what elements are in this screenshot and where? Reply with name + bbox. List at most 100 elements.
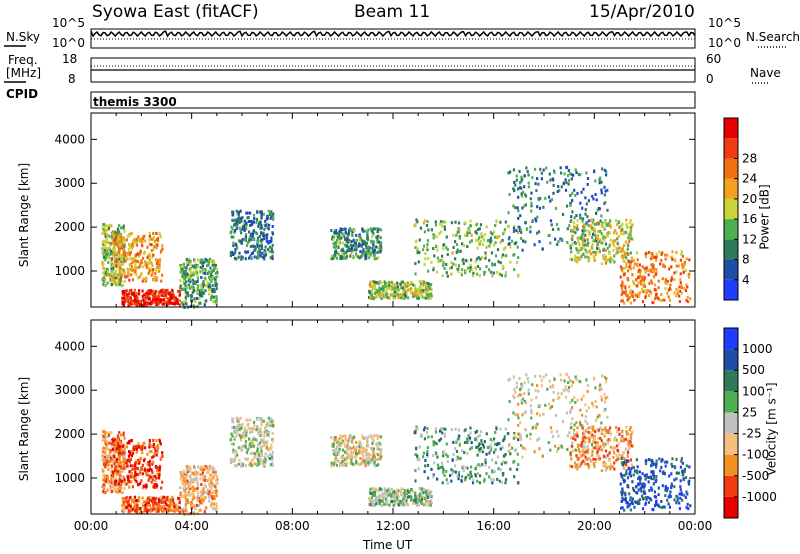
power-cell [154, 242, 157, 246]
power-cell [664, 287, 667, 291]
velocity-cell [373, 498, 376, 502]
power-cell [383, 295, 386, 299]
power-cell [205, 299, 208, 303]
power-cell [360, 244, 363, 248]
velocity-cell [262, 441, 265, 444]
power-cell [512, 168, 515, 172]
power-cell [653, 288, 656, 292]
velocity-cell [422, 455, 425, 459]
power-cell [115, 259, 118, 263]
power-cell [105, 273, 108, 277]
velocity-cell [111, 458, 114, 462]
power-cell [161, 244, 164, 248]
power-cell [596, 237, 600, 241]
velocity-cell [199, 473, 203, 476]
power-cell [332, 255, 335, 259]
power-cell [330, 254, 333, 258]
power-cell [645, 251, 648, 255]
power-cell [408, 288, 411, 292]
power-cell [109, 252, 112, 256]
power-cell [131, 260, 134, 264]
power-cell [647, 269, 650, 272]
power-cell [239, 240, 242, 244]
power-cell [457, 221, 461, 225]
velocity-cell [126, 464, 129, 468]
power-cell [108, 234, 111, 238]
power-cell [651, 253, 654, 257]
power-cell [478, 227, 481, 231]
velocity-cell [271, 432, 274, 435]
power-cell [203, 269, 206, 273]
power-cell [439, 220, 443, 224]
power-cell [660, 252, 663, 256]
velocity-cell [208, 490, 211, 494]
velocity-cell [139, 446, 142, 450]
power-cell [595, 234, 598, 238]
velocity-cell [155, 439, 158, 442]
velocity-cell [124, 466, 127, 470]
power-cell [351, 249, 354, 253]
velocity-cell [253, 462, 256, 466]
velocity-cell [192, 493, 195, 497]
power-cell [157, 268, 161, 272]
power-cell [584, 212, 587, 216]
velocity-cell [198, 504, 201, 508]
velocity-cell [215, 483, 218, 486]
power-cell [604, 242, 608, 246]
velocity-cell [244, 457, 247, 461]
power-cell [591, 228, 594, 232]
velocity-cell [134, 467, 137, 471]
power-cell [205, 284, 208, 288]
power-colorbar-tick: 28 [742, 151, 757, 165]
power-cell [591, 235, 594, 239]
velocity-cell [179, 491, 182, 495]
power-cell [488, 244, 491, 248]
velocity-cell [476, 479, 479, 483]
power-cell [604, 220, 607, 224]
velocity-cell [426, 453, 429, 456]
power-cell [565, 181, 568, 185]
velocity-cell [235, 464, 238, 468]
power-cell [678, 285, 681, 289]
power-cell [182, 300, 186, 304]
velocity-cell [122, 498, 125, 502]
power-cell [390, 293, 393, 297]
power-cell [464, 271, 467, 275]
velocity-cell [402, 502, 405, 506]
velocity-cell [380, 455, 383, 459]
power-cell [102, 283, 105, 286]
velocity-cell [203, 476, 206, 480]
power-cell [379, 280, 382, 284]
power-cell [361, 239, 364, 243]
power-cell [183, 272, 186, 276]
power-cell [430, 294, 433, 298]
velocity-cell [446, 455, 449, 459]
velocity-cell [369, 434, 372, 438]
power-cell [390, 285, 393, 289]
power-cell [203, 271, 206, 275]
velocity-cell [397, 495, 400, 499]
power-colorbar-tick: 20 [742, 192, 757, 206]
velocity-cell [428, 492, 431, 496]
power-cell [599, 176, 602, 180]
velocity-cell [469, 473, 472, 477]
velocity-cell [457, 428, 461, 432]
velocity-cell [368, 503, 371, 506]
power-cell [160, 279, 163, 283]
velocity-cell [136, 503, 139, 507]
velocity-cell [117, 480, 120, 484]
velocity-cell [129, 458, 132, 461]
velocity-cell [332, 452, 335, 456]
power-cell [587, 257, 590, 261]
power-cell [178, 289, 181, 293]
power-cell [359, 250, 362, 253]
velocity-cell [488, 475, 491, 479]
power-cell [576, 260, 579, 264]
power-cell [573, 188, 576, 192]
power-cell [264, 219, 267, 223]
power-cell [600, 225, 603, 228]
power-cell [573, 221, 576, 225]
velocity-cell [265, 443, 268, 447]
power-cell [593, 227, 596, 231]
power-cell [574, 231, 577, 235]
